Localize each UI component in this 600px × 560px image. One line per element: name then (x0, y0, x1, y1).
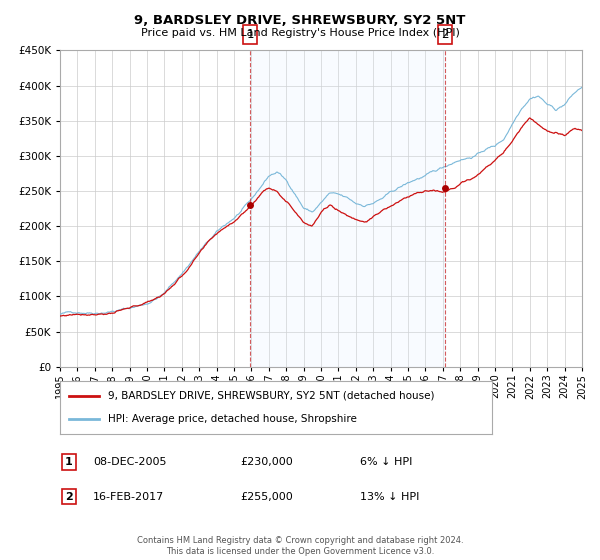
Text: Contains HM Land Registry data © Crown copyright and database right 2024.
This d: Contains HM Land Registry data © Crown c… (137, 536, 463, 556)
Text: 1: 1 (65, 457, 73, 467)
Text: 1: 1 (247, 28, 254, 41)
Text: 08-DEC-2005: 08-DEC-2005 (93, 457, 167, 467)
Text: 2: 2 (441, 28, 449, 41)
Text: 16-FEB-2017: 16-FEB-2017 (93, 492, 164, 502)
Text: 6% ↓ HPI: 6% ↓ HPI (360, 457, 412, 467)
Text: £230,000: £230,000 (240, 457, 293, 467)
Text: HPI: Average price, detached house, Shropshire: HPI: Average price, detached house, Shro… (107, 414, 356, 424)
Text: 13% ↓ HPI: 13% ↓ HPI (360, 492, 419, 502)
Text: 9, BARDSLEY DRIVE, SHREWSBURY, SY2 5NT: 9, BARDSLEY DRIVE, SHREWSBURY, SY2 5NT (134, 14, 466, 27)
Text: £255,000: £255,000 (240, 492, 293, 502)
Text: Price paid vs. HM Land Registry's House Price Index (HPI): Price paid vs. HM Land Registry's House … (140, 28, 460, 38)
Bar (250, 50, 445, 367)
Text: 2: 2 (65, 492, 73, 502)
Text: 9, BARDSLEY DRIVE, SHREWSBURY, SY2 5NT (detached house): 9, BARDSLEY DRIVE, SHREWSBURY, SY2 5NT (… (107, 391, 434, 401)
